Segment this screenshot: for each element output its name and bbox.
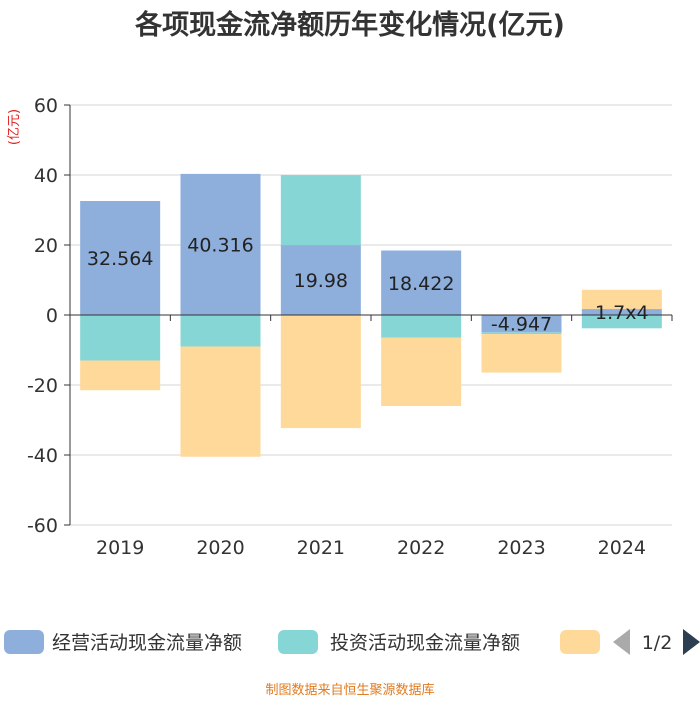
y-tick-label: 40 <box>34 165 58 187</box>
y-tick-label: 20 <box>34 235 58 257</box>
bar-3-2021[interactable] <box>280 315 361 429</box>
bar-2-2023[interactable] <box>481 332 562 335</box>
bar-3-2023[interactable] <box>481 334 562 373</box>
bar-2-2024[interactable] <box>581 315 662 329</box>
legend-swatch-2[interactable] <box>278 630 318 654</box>
x-tick-label: 2019 <box>96 537 144 559</box>
bar-3-2024[interactable] <box>581 289 662 310</box>
bar-1-2024[interactable] <box>581 309 662 315</box>
data-label-2023: -4.947 <box>491 314 552 336</box>
y-tick-label: 0 <box>46 305 58 327</box>
data-label-2019: 32.564 <box>87 248 153 270</box>
y-tick-label: -40 <box>27 445 58 467</box>
bar-3-2019[interactable] <box>80 360 161 391</box>
y-tick-label: -60 <box>27 515 58 537</box>
legend: 经营活动现金流量净额 投资活动现金流量净额 1/2 <box>4 629 700 655</box>
legend-next-arrow-icon[interactable] <box>683 629 700 655</box>
chart-title: 各项现金流净额历年变化情况(亿元) <box>134 9 565 41</box>
bar-2-2019[interactable] <box>80 315 161 361</box>
y-tick-label: 60 <box>34 95 58 117</box>
bar-2-2022[interactable] <box>381 315 462 338</box>
x-axis: 2019 2020 2021 2022 2023 2024 <box>96 537 646 559</box>
bar-1-2022[interactable] <box>381 250 462 315</box>
legend-label-2[interactable]: 投资活动现金流量净额 <box>330 632 520 654</box>
zero-axis <box>69 314 673 321</box>
bars-group <box>80 173 662 457</box>
x-tick-label: 2022 <box>397 537 445 559</box>
bar-3-2020[interactable] <box>180 346 261 457</box>
x-tick-label: 2023 <box>497 537 545 559</box>
legend-prev-arrow-icon[interactable] <box>613 629 630 655</box>
source-note: 制图数据来自恒生聚源数据库 <box>265 682 434 698</box>
legend-swatch-1[interactable] <box>4 630 44 654</box>
legend-swatch-3[interactable] <box>560 630 600 654</box>
y-axis-unit-label: (亿元) <box>7 109 22 145</box>
data-label-2024: 1.7x4 <box>595 302 649 324</box>
legend-page-indicator: 1/2 <box>642 632 673 654</box>
bar-1-2021[interactable] <box>280 245 361 315</box>
bar-2-2020[interactable] <box>180 315 261 347</box>
y-tick-label: -20 <box>27 375 58 397</box>
y-axis: 60 40 20 0 -20 -40 -60 <box>27 95 71 537</box>
bar-1-2020[interactable] <box>180 173 261 315</box>
bar-3-2022[interactable] <box>381 337 462 406</box>
data-label-2021: 19.98 <box>294 270 348 292</box>
data-labels: 32.564 40.316 19.98 18.422 -4.947 1.7x4 <box>87 234 649 335</box>
data-label-2022: 18.422 <box>388 273 454 295</box>
x-tick-label: 2024 <box>598 537 646 559</box>
data-label-2020: 40.316 <box>187 234 253 256</box>
x-tick-label: 2021 <box>297 537 345 559</box>
legend-label-1[interactable]: 经营活动现金流量净额 <box>52 632 242 654</box>
gridlines <box>70 104 672 526</box>
bar-2-2021[interactable] <box>280 175 361 246</box>
bar-1-2019[interactable] <box>80 201 161 315</box>
bar-1-2023[interactable] <box>481 315 562 333</box>
x-tick-label: 2020 <box>196 537 244 559</box>
